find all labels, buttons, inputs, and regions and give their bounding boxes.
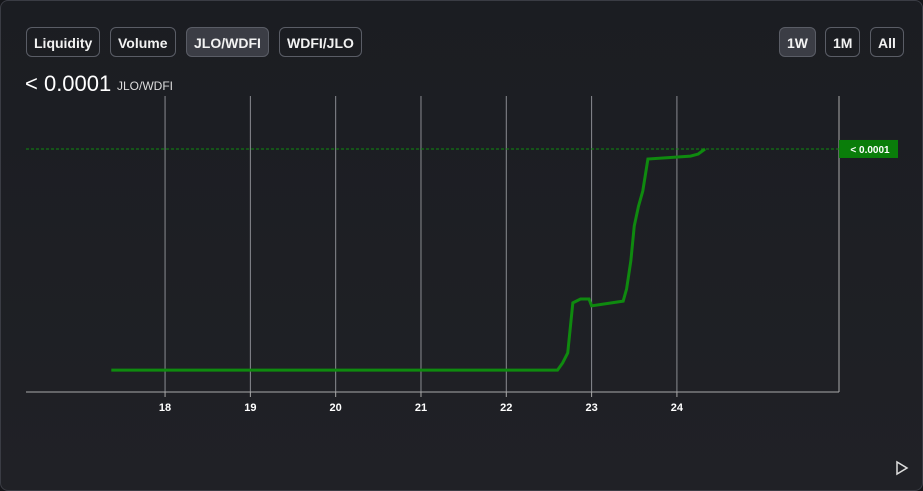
button[interactable]: JLO/WDFI (186, 27, 269, 57)
x-tick-label: 18 (159, 402, 171, 414)
button[interactable]: All (870, 27, 904, 57)
button[interactable]: WDFI/JLO (279, 27, 362, 57)
x-tick-label: 19 (244, 402, 256, 414)
price: < 0.0001 (25, 71, 112, 96)
x-tick-label: 24 (671, 402, 684, 414)
button[interactable]: 1M (825, 27, 861, 57)
button[interactable]: Liquidity (26, 27, 101, 57)
play-icon[interactable] (896, 460, 909, 476)
price-tag-label: < 0.0001 (850, 145, 890, 156)
pair: JLO/WDFI (117, 79, 173, 93)
price-tag (839, 139, 898, 158)
x-tick-label: 23 (585, 402, 597, 414)
x-tick-label: 20 (330, 402, 342, 414)
x-tick-label: 21 (415, 402, 427, 414)
button[interactable]: Volume (110, 27, 176, 57)
button[interactable]: 1W (779, 27, 816, 57)
price-line (111, 147, 706, 372)
x-tick-label: 22 (500, 402, 512, 414)
